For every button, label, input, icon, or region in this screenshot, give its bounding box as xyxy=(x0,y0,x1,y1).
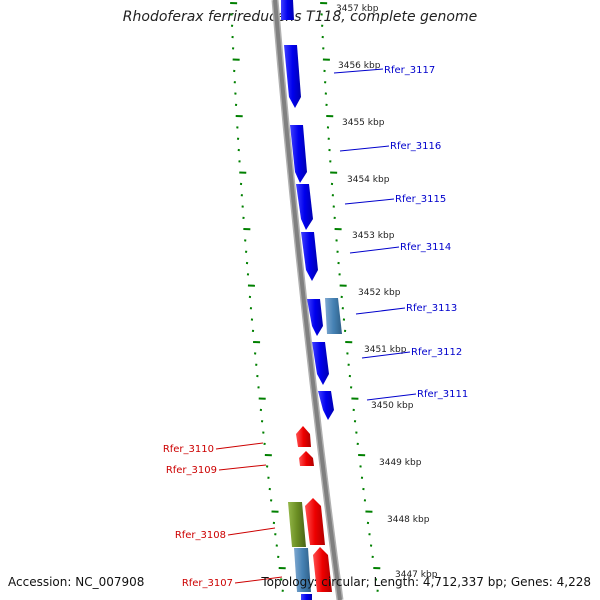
map-title: Rhodoferax ferrireducens T118, complete … xyxy=(122,9,478,25)
kbp-label: 3456 kbp xyxy=(338,61,381,71)
reverse-genes[interactable] xyxy=(288,426,332,600)
gene-rfer-3118[interactable] xyxy=(281,0,294,20)
gene-rfer-3108b[interactable] xyxy=(305,498,325,545)
kbp-label: 3455 kbp xyxy=(342,118,385,128)
backbone xyxy=(271,0,344,600)
length-value: 4,712,337 bp xyxy=(422,575,503,589)
genome-stats: Topology: circular; Length: 4,712,337 bp… xyxy=(261,575,591,589)
genes-value: 4,228 xyxy=(556,575,591,589)
gene-rfer-3113b[interactable] xyxy=(325,298,342,334)
gene-rfer-3112[interactable] xyxy=(312,342,329,385)
outer-tick-track xyxy=(320,2,381,592)
inner-tick-track xyxy=(230,2,286,592)
gene-label-rfer-3110[interactable]: Rfer_3110 xyxy=(163,444,214,455)
gene-rfer-3109[interactable] xyxy=(299,451,314,466)
gene-label-rfer-3108[interactable]: Rfer_3108 xyxy=(175,530,226,541)
kbp-label: 3451 kbp xyxy=(364,345,407,355)
gene-label-rfer-3107[interactable]: Rfer_3107 xyxy=(182,578,233,589)
genes-label: Genes: xyxy=(510,575,553,589)
gene-label-rfer-3113[interactable]: Rfer_3113 xyxy=(406,303,457,314)
gene-rfer-3114[interactable] xyxy=(301,232,318,281)
gene-rfer-3110[interactable] xyxy=(296,426,311,447)
gene-label-rfer-3111[interactable]: Rfer_3111 xyxy=(417,389,468,400)
topology-label: Topology: xyxy=(261,575,318,589)
kbp-label: 3453 kbp xyxy=(352,231,395,241)
gene-rfer-3117[interactable] xyxy=(284,45,301,108)
forward-genes[interactable] xyxy=(281,0,342,420)
kbp-label: 3447 kbp xyxy=(395,570,438,580)
reverse-gene-labels[interactable]: Rfer_3110 Rfer_3109 Rfer_3108 Rfer_3107 xyxy=(163,442,283,589)
gene-label-rfer-3109[interactable]: Rfer_3109 xyxy=(166,465,217,476)
kbp-label: 3457 kbp xyxy=(336,4,379,14)
gene-rfer-3111[interactable] xyxy=(318,391,334,420)
topology-value: circular xyxy=(321,575,366,589)
accession-label: Accession: xyxy=(8,575,72,589)
kbp-label: 3448 kbp xyxy=(387,515,430,525)
gene-label-rfer-3112[interactable]: Rfer_3112 xyxy=(411,347,462,358)
gene-label-rfer-3116[interactable]: Rfer_3116 xyxy=(390,141,441,152)
gene-rfer-3116[interactable] xyxy=(290,125,307,183)
length-label: Length: xyxy=(373,575,420,589)
gene-rfer-3108a[interactable] xyxy=(288,502,306,547)
forward-gene-labels[interactable]: Rfer_3117 Rfer_3116 Rfer_3115 Rfer_3114 … xyxy=(333,65,468,401)
gene-rfer-3107a[interactable] xyxy=(294,548,311,592)
gene-label-rfer-3115[interactable]: Rfer_3115 xyxy=(395,194,446,205)
gene-rfer-3113a[interactable] xyxy=(307,299,323,336)
gene-rfer-3115[interactable] xyxy=(296,184,313,230)
gene-rfer-3107b[interactable] xyxy=(313,547,332,592)
accession-value: NC_007908 xyxy=(75,575,145,589)
gene-bottom-blue[interactable] xyxy=(301,594,312,600)
gene-label-rfer-3114[interactable]: Rfer_3114 xyxy=(400,242,451,253)
kbp-label: 3454 kbp xyxy=(347,175,390,185)
kbp-label: 3452 kbp xyxy=(358,288,401,298)
kbp-label: 3450 kbp xyxy=(371,401,414,411)
kbp-label: 3449 kbp xyxy=(379,458,422,468)
accession-info: Accession: NC_007908 xyxy=(8,575,144,589)
gene-label-rfer-3117[interactable]: Rfer_3117 xyxy=(384,65,435,76)
kbp-scale-labels: 3457 kbp 3456 kbp 3455 kbp 3454 kbp 3453… xyxy=(336,4,438,580)
